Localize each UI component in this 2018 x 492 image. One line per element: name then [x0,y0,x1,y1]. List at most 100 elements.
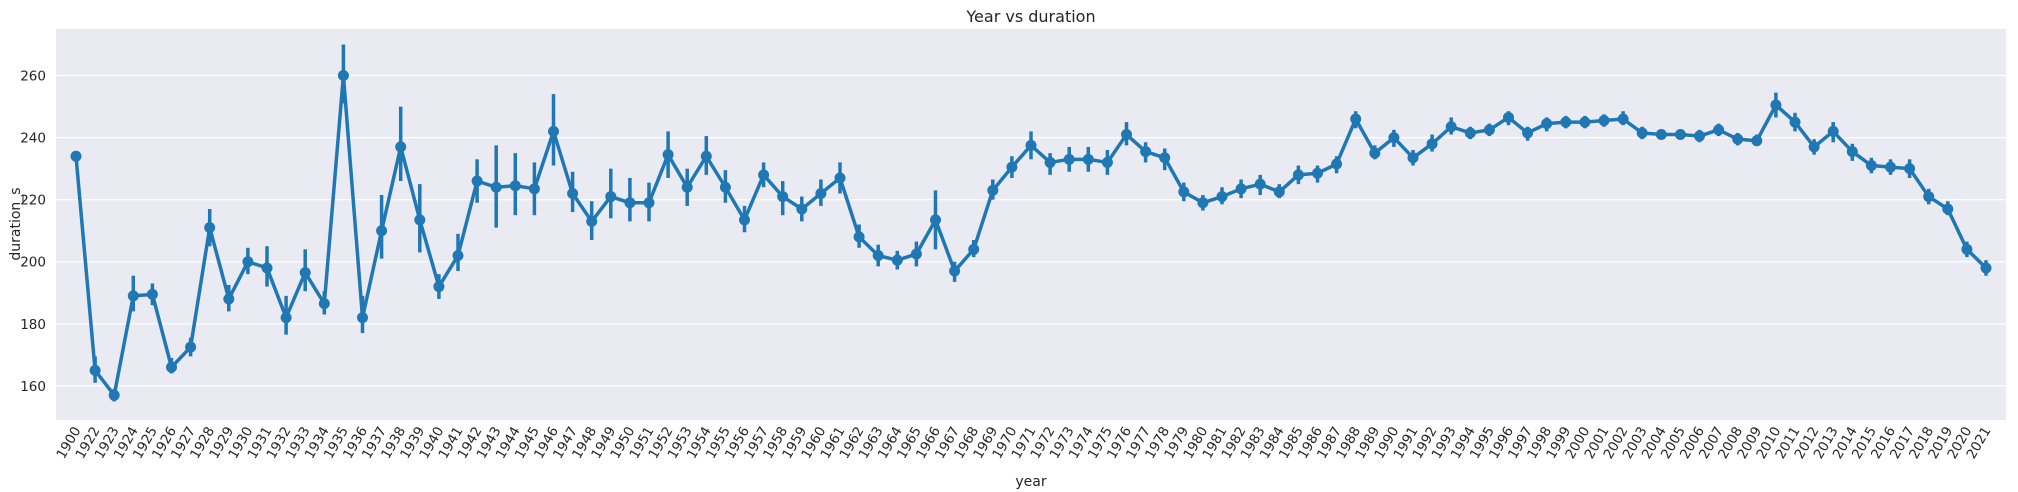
data-point [1483,124,1495,136]
data-point [70,150,82,162]
data-point [1273,186,1285,198]
data-point [930,214,941,226]
data-point [815,187,827,199]
data-point [1560,116,1572,128]
data-point [1942,203,1954,215]
data-point [1598,115,1610,127]
data-point [548,125,559,137]
data-point [605,191,617,203]
data-point [1312,167,1323,179]
data-point [185,341,197,353]
data-point [891,254,903,266]
data-point [146,288,158,300]
data-point [1522,127,1534,139]
y-tick-labels: 160 180 200 220 240 260 [20,69,46,395]
y-tick-label: 180 [20,317,46,333]
data-point [280,312,292,324]
data-point [1713,124,1725,136]
data-point [223,293,235,305]
data-point [1923,191,1935,203]
y-tick-label: 200 [20,255,46,271]
data-point [433,281,445,293]
data-point [719,181,731,193]
y-tick-label: 220 [20,193,46,209]
data-point [1865,160,1877,172]
data-point [1082,153,1094,165]
data-point [1885,161,1896,173]
data-point [1579,116,1591,128]
data-point [509,180,521,192]
data-point [1445,121,1457,133]
data-point [1426,138,1438,150]
data-point [357,312,368,324]
data-point [127,290,139,302]
data-point [1121,129,1132,141]
data-point [700,150,712,162]
data-point [1674,129,1686,141]
data-point [108,389,120,401]
x-axis-label: year [1015,474,1046,490]
data-point [1980,262,1992,274]
data-point [166,361,177,373]
data-point [204,222,216,234]
plot-area [56,29,2006,420]
data-point [337,70,349,82]
data-point [949,265,961,277]
data-point [777,191,789,203]
data-point [1254,178,1266,190]
data-point [1770,99,1782,111]
data-point [1140,146,1152,158]
data-point [1464,127,1476,139]
data-point [834,172,846,184]
data-point [1541,118,1553,130]
data-point [1904,163,1916,175]
data-point [318,298,330,310]
data-point [968,243,980,255]
data-point [1025,139,1037,151]
data-point [1063,153,1075,165]
data-point [1388,132,1400,144]
data-point [1407,152,1419,164]
data-point [1369,147,1381,159]
data-point [1178,186,1190,198]
data-point [471,175,483,187]
data-point [586,215,598,227]
data-point [758,169,770,181]
data-point [452,250,464,262]
data-point [662,149,674,161]
data-point [1961,243,1973,255]
data-point [1846,146,1858,158]
data-point [1292,169,1304,181]
data-point [299,267,311,279]
data-point [681,181,693,193]
data-point [1503,111,1514,123]
data-point [643,197,655,209]
data-point [853,231,865,243]
data-point [490,181,502,193]
chart-title: Year vs duration [965,7,1095,26]
data-point [89,364,101,376]
data-point [395,141,407,153]
data-point [1617,113,1629,125]
data-point [1636,127,1648,139]
data-point [910,248,922,260]
data-point [1197,197,1209,209]
data-point [528,183,540,195]
data-point [1751,135,1763,147]
y-tick-label: 240 [20,131,46,147]
data-points [70,70,1992,401]
data-point [1101,156,1113,168]
data-point [1216,191,1228,203]
data-point [567,187,579,199]
data-point [376,225,388,237]
data-point [1732,133,1744,145]
data-point [987,184,999,196]
data-point [624,197,636,209]
data-point [1331,158,1343,170]
x-tick-labels: 1900192219231924192519261927192819291930… [53,424,1994,462]
data-point [1827,125,1839,137]
data-point [1159,152,1171,164]
data-point [1808,141,1820,153]
data-point [1006,161,1018,173]
